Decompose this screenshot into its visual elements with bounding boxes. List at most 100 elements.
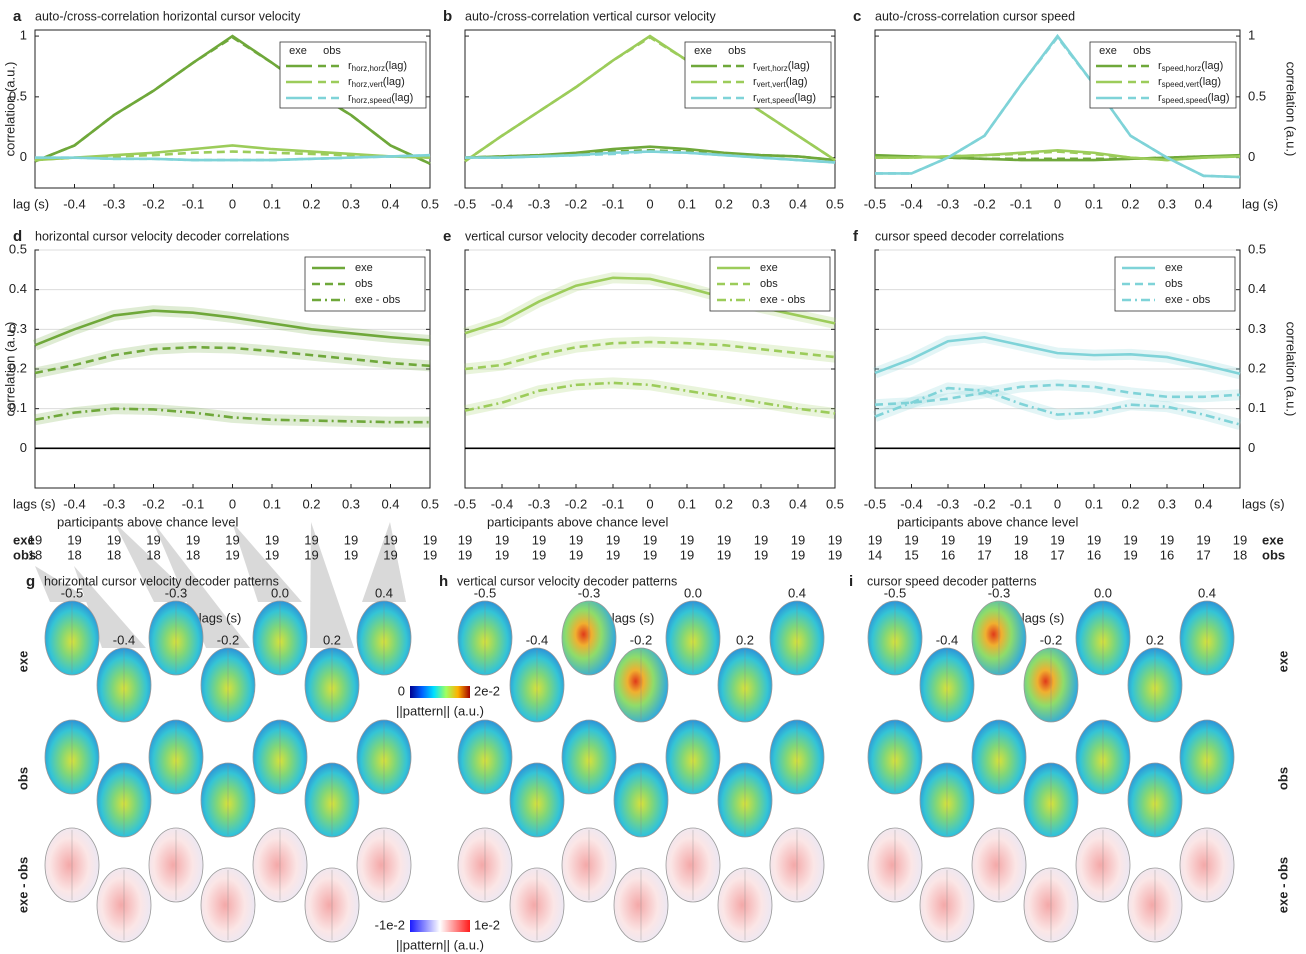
participant-count: 19 bbox=[495, 532, 509, 547]
colorbar-max: 2e-2 bbox=[474, 683, 500, 698]
participant-count: 19 bbox=[225, 532, 239, 547]
legend-label: exe - obs bbox=[355, 294, 401, 306]
legend-label-part: (lag) bbox=[1199, 76, 1221, 88]
colorbar-max: 1e-2 bbox=[474, 917, 500, 932]
participant-count: 19 bbox=[458, 532, 472, 547]
x-tick-label: 0.1 bbox=[263, 496, 281, 511]
legend-label-part: (lag) bbox=[385, 60, 407, 72]
x-tick-label: 0 bbox=[1054, 196, 1061, 211]
participant-count: 19 bbox=[1196, 532, 1210, 547]
participant-count: 19 bbox=[680, 532, 694, 547]
chart-title: horizontal cursor velocity decoder corre… bbox=[35, 229, 289, 243]
participant-count: 15 bbox=[904, 547, 918, 562]
y-tick-label: 0.5 bbox=[1248, 241, 1266, 256]
legend-label-part: horz,horz bbox=[352, 64, 385, 73]
x-tick-label: 0.5 bbox=[826, 496, 844, 511]
x-tick-label: 0.3 bbox=[342, 196, 360, 211]
participant-count: 19 bbox=[1123, 532, 1137, 547]
lag-label: 0.2 bbox=[323, 632, 341, 647]
legend-label-part: horz,vert bbox=[352, 80, 384, 89]
lag-label: -0.4 bbox=[936, 632, 958, 647]
legend-header: exe bbox=[694, 45, 712, 57]
lag-axis-label: lags (s) bbox=[199, 610, 242, 625]
x-tick-label: 0.1 bbox=[1085, 496, 1103, 511]
x-tick-label: -0.3 bbox=[937, 196, 959, 211]
row-label: obs bbox=[15, 767, 30, 790]
x-tick-label: -0.2 bbox=[565, 196, 587, 211]
x-tick-label: -0.2 bbox=[973, 196, 995, 211]
participant-count: 19 bbox=[1233, 532, 1247, 547]
legend-label-part: (lag) bbox=[391, 92, 413, 104]
legend-label: exe - obs bbox=[760, 294, 806, 306]
lag-label: 0.4 bbox=[375, 585, 393, 600]
x-tick-label: 0.2 bbox=[302, 196, 320, 211]
participant-count: 19 bbox=[643, 532, 657, 547]
lag-label: -0.5 bbox=[884, 585, 906, 600]
participant-count: 19 bbox=[1160, 532, 1174, 547]
y-axis-label: correlation (a.u.) bbox=[2, 62, 17, 157]
participant-count: 17 bbox=[1196, 547, 1210, 562]
participant-count: 19 bbox=[1123, 547, 1137, 562]
y-tick-label: 0.5 bbox=[1248, 88, 1266, 103]
x-tick-label: -0.1 bbox=[182, 196, 204, 211]
x-tick-label: 0.2 bbox=[715, 196, 733, 211]
participant-count: 19 bbox=[791, 547, 805, 562]
participant-count: 18 bbox=[1233, 547, 1247, 562]
participant-count: 19 bbox=[107, 532, 121, 547]
lag-label: -0.3 bbox=[165, 585, 187, 600]
legend-label-part: (lag) bbox=[788, 60, 810, 72]
participant-count: 19 bbox=[495, 547, 509, 562]
panel-letter: i bbox=[849, 573, 853, 590]
x-tick-label: -0.4 bbox=[63, 496, 85, 511]
legend-label-part: speed,speed bbox=[1162, 96, 1208, 105]
x-tick-label: 0.1 bbox=[678, 496, 696, 511]
participant-count: 19 bbox=[344, 532, 358, 547]
x-tick-label: -0.3 bbox=[528, 496, 550, 511]
participant-count: 14 bbox=[868, 547, 882, 562]
participants-title: participants above chance level bbox=[57, 514, 239, 529]
lag-label: -0.4 bbox=[526, 632, 548, 647]
legend-header: obs bbox=[323, 45, 341, 57]
participant-count: 19 bbox=[754, 547, 768, 562]
colorbar bbox=[410, 686, 470, 698]
participant-count: 19 bbox=[680, 547, 694, 562]
colorbar-label: ||pattern|| (a.u.) bbox=[396, 937, 484, 952]
participant-count: 19 bbox=[1087, 532, 1101, 547]
participant-count: 19 bbox=[868, 532, 882, 547]
x-tick-label: 0.3 bbox=[1158, 196, 1176, 211]
y-tick-label: 0.4 bbox=[1248, 281, 1266, 296]
row-label: exe - obs bbox=[15, 857, 30, 913]
x-tick-label: 0.3 bbox=[1158, 496, 1176, 511]
legend-label: exe bbox=[355, 262, 373, 274]
participant-count: 19 bbox=[532, 547, 546, 562]
x-tick-label: -0.5 bbox=[454, 196, 476, 211]
colorbar-label: ||pattern|| (a.u.) bbox=[396, 703, 484, 718]
y-tick-label: 0.2 bbox=[1248, 360, 1266, 375]
participant-count: 19 bbox=[717, 532, 731, 547]
colorbar bbox=[410, 920, 470, 932]
legend-label-part: horz,speed bbox=[352, 96, 392, 105]
y-tick-label: 0.1 bbox=[1248, 400, 1266, 415]
participant-count: 18 bbox=[146, 547, 160, 562]
participant-count: 19 bbox=[569, 547, 583, 562]
participant-count: 19 bbox=[383, 532, 397, 547]
x-tick-label: 0.2 bbox=[1121, 496, 1139, 511]
lag-axis-label: lags (s) bbox=[612, 610, 655, 625]
participant-count: 18 bbox=[67, 547, 81, 562]
participant-count: 18 bbox=[186, 547, 200, 562]
participant-count: 19 bbox=[606, 532, 620, 547]
participant-count: 16 bbox=[941, 547, 955, 562]
x-tick-label: 0 bbox=[229, 196, 236, 211]
chart-title: auto-/cross-correlation cursor speed bbox=[875, 9, 1075, 23]
x-tick-label: 0 bbox=[229, 496, 236, 511]
participant-count: 19 bbox=[643, 547, 657, 562]
legend-header: exe bbox=[1099, 45, 1117, 57]
x-tick-label: -0.4 bbox=[900, 196, 922, 211]
x-tick-label: 0.4 bbox=[1194, 196, 1212, 211]
panel-letter: a bbox=[13, 8, 22, 25]
x-tick-label: 0.4 bbox=[1194, 496, 1212, 511]
x-tick-label: -0.3 bbox=[103, 196, 125, 211]
participant-count: 19 bbox=[304, 547, 318, 562]
lag-label: -0.2 bbox=[630, 632, 652, 647]
x-tick-label: -0.2 bbox=[142, 496, 164, 511]
